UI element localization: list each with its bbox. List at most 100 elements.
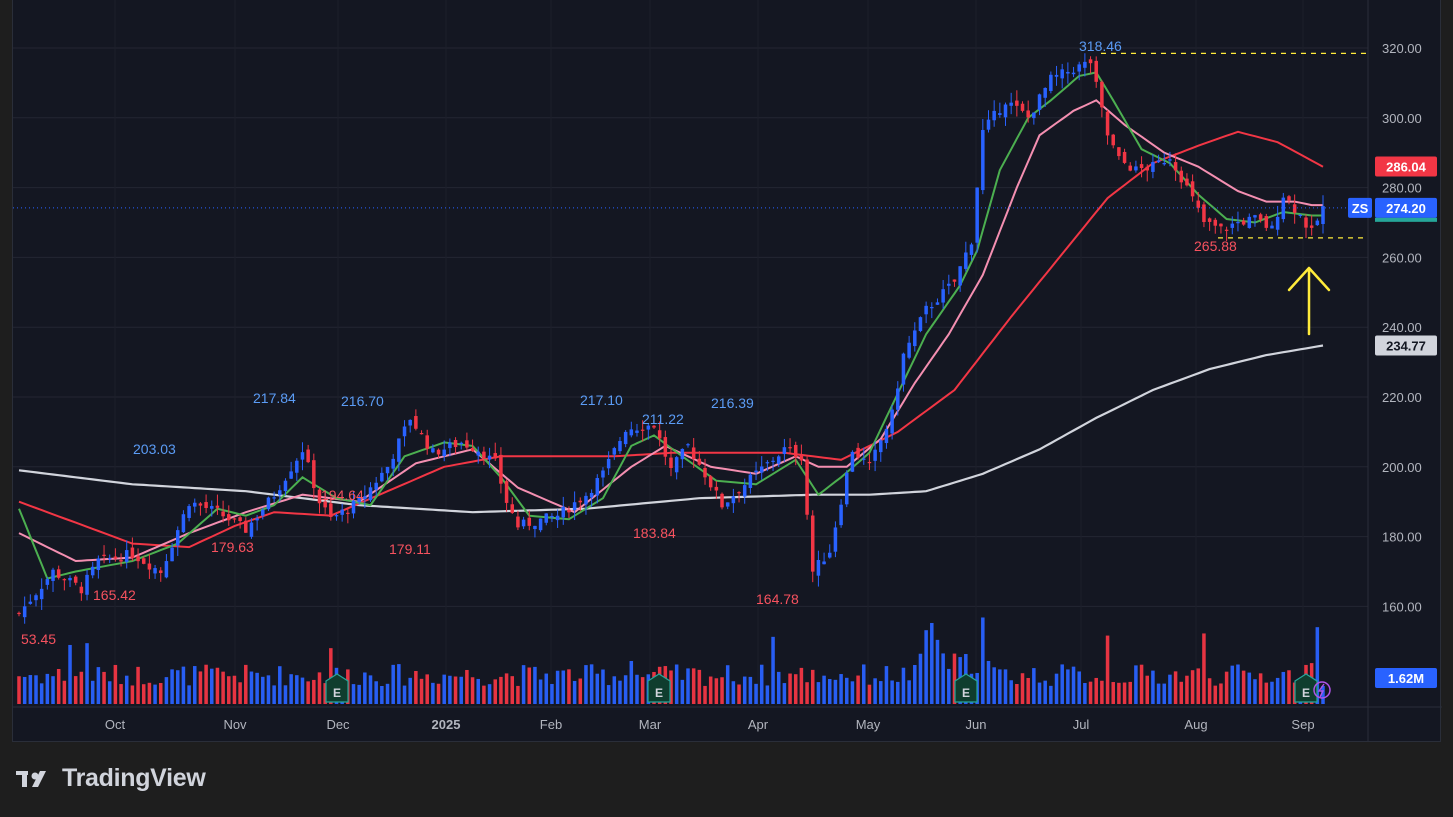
- up-arrow-icon: [1287, 266, 1331, 336]
- volume-bar: [691, 668, 696, 704]
- price-tag-box: [1375, 197, 1437, 218]
- candle-body: [1026, 110, 1030, 118]
- candle-body: [788, 447, 792, 449]
- volume-bar: [453, 676, 458, 704]
- volume-bar: [312, 679, 316, 704]
- candle-body: [606, 458, 611, 469]
- volume-bar: [22, 676, 27, 704]
- candle-body: [1315, 220, 1320, 226]
- candle-body: [640, 429, 645, 431]
- volume-bar: [141, 684, 146, 704]
- y-tick-label: 280.00: [1382, 181, 1422, 196]
- candle-body: [737, 492, 741, 494]
- volume-bar: [73, 676, 78, 704]
- volume-bar: [465, 669, 469, 704]
- volume-bar: [1258, 673, 1263, 704]
- candle-body: [1321, 206, 1325, 225]
- candle-body: [1207, 218, 1212, 222]
- volume-bar: [1236, 664, 1240, 704]
- volume-bar: [1275, 677, 1280, 704]
- volume-bar: [391, 664, 395, 704]
- volume-bar: [952, 653, 957, 704]
- price-chart[interactable]: 53.45 165.42 203.03 217.84 179.63 216.70 194.6…: [13, 0, 1442, 742]
- volume-bar: [153, 684, 157, 704]
- candle-body: [261, 509, 265, 516]
- earnings-badge: [1294, 673, 1318, 703]
- candle-body: [397, 438, 401, 462]
- volume-bar: [935, 639, 940, 704]
- volume-bar: [96, 667, 101, 704]
- volume-bar: [714, 678, 719, 704]
- candle-body: [1049, 74, 1053, 92]
- volume-bar: [329, 648, 333, 704]
- volume-bar: [1083, 683, 1087, 704]
- candle-body: [652, 425, 656, 428]
- candle-body: [913, 330, 917, 347]
- candle-body: [1071, 72, 1076, 75]
- candle-body: [249, 522, 254, 537]
- volume-bar: [90, 680, 95, 704]
- candle-body: [674, 457, 679, 473]
- candle-body: [691, 447, 696, 459]
- candle-body: [527, 517, 532, 526]
- earnings-icon: E: [1294, 673, 1318, 703]
- high-low-labels: 53.45 165.42 203.03 217.84 179.63 216.70 194.6…: [21, 38, 1237, 647]
- volume-bar: [782, 683, 787, 704]
- candle-body: [102, 554, 106, 556]
- high-low-label: 53.45: [21, 631, 56, 647]
- candle-body: [1009, 102, 1013, 106]
- volume-bar: [862, 664, 866, 704]
- candle-body: [385, 466, 390, 474]
- y-tick-label: 260.00: [1382, 250, 1422, 265]
- volume-bar: [56, 668, 61, 704]
- candle-body: [1020, 103, 1025, 111]
- volume-bar: [17, 676, 21, 704]
- volume-bar: [918, 653, 923, 704]
- high-low-label: 216.70: [341, 393, 384, 409]
- candle-body: [720, 493, 724, 508]
- volume-bar: [1202, 633, 1206, 704]
- volume-bar: [544, 673, 549, 704]
- candle-body: [436, 449, 441, 455]
- candles: [17, 53, 1325, 624]
- volume-bar: [805, 682, 809, 704]
- candle-body: [1241, 220, 1246, 225]
- price-tag-box: [1375, 156, 1437, 177]
- volume-bar: [1230, 665, 1235, 704]
- volume-bar: [351, 684, 356, 704]
- candle-body: [1190, 181, 1195, 197]
- candle-body: [550, 515, 554, 518]
- candle-body: [357, 497, 361, 503]
- x-tick-label: Mar: [639, 717, 662, 732]
- volume-bar: [827, 679, 832, 704]
- candle-body: [1083, 61, 1087, 68]
- volume-bar: [884, 666, 889, 704]
- candle-body: [555, 515, 560, 521]
- candle-body: [504, 481, 509, 503]
- symbol-tag-box: [1348, 197, 1372, 218]
- candle-body: [816, 560, 821, 576]
- chart-panel[interactable]: 53.45 165.42 203.03 217.84 179.63 216.70 194.6…: [12, 0, 1442, 742]
- volume-bar: [1139, 664, 1144, 704]
- candle-body: [510, 504, 515, 513]
- candle-body: [533, 525, 537, 530]
- volume-bar: [1094, 677, 1098, 704]
- candle-body: [544, 513, 549, 523]
- volume-bar: [907, 680, 911, 704]
- volume-bar: [425, 674, 429, 704]
- volume-bar: [913, 665, 917, 704]
- candle-body: [175, 530, 180, 546]
- volume-bar: [1179, 681, 1184, 704]
- candle-body: [45, 579, 50, 585]
- candle-body: [1179, 170, 1184, 183]
- candle-body: [465, 440, 469, 448]
- volume-bar: [102, 671, 106, 704]
- volume-bar: [266, 675, 271, 704]
- volume-bar: [62, 680, 67, 704]
- volume-bar: [788, 673, 792, 704]
- volume-bar: [499, 676, 503, 704]
- volume-bar: [776, 671, 781, 704]
- candle-body: [334, 515, 339, 517]
- volume-bar: [1247, 672, 1252, 704]
- candle-body: [255, 518, 259, 521]
